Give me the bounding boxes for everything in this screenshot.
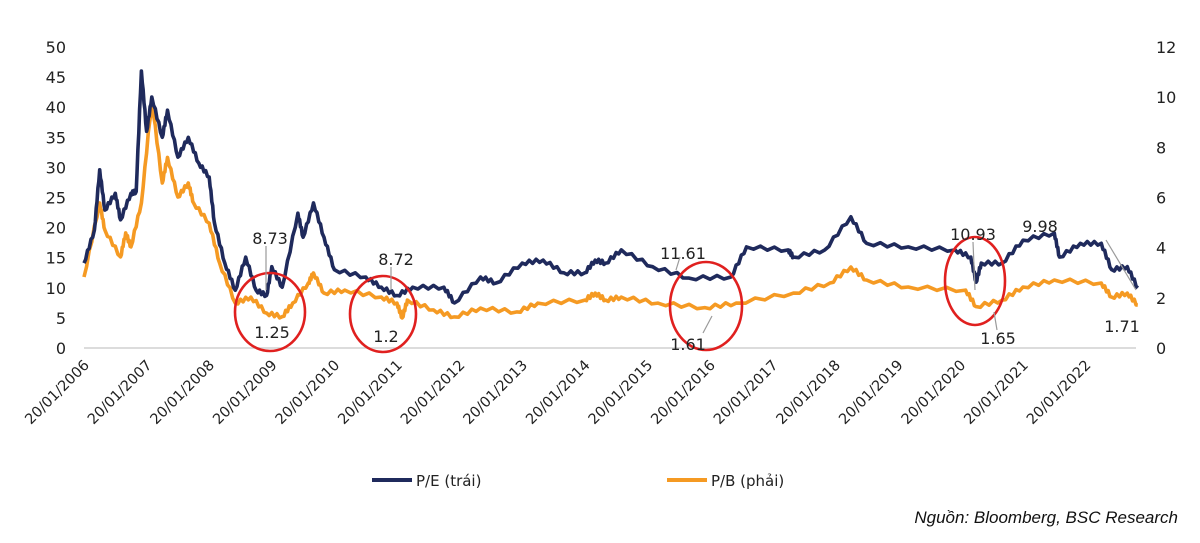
y-left-tick-label: 0	[56, 339, 66, 358]
x-tick-label: 20/01/2020	[899, 358, 969, 428]
annotation-label: 9.98	[1022, 217, 1058, 236]
x-tick-label: 20/01/2013	[461, 358, 531, 428]
y-right-tick-label: 0	[1156, 339, 1166, 358]
x-tick-label: 20/01/2015	[586, 358, 656, 428]
highlight-circle	[668, 260, 744, 352]
x-tick-label: 20/01/2016	[648, 358, 718, 428]
annotation-label: 8.72	[378, 250, 414, 269]
x-tick-label: 20/01/2006	[22, 358, 92, 428]
pe-series-line	[82, 69, 1140, 305]
x-tick-label: 20/01/2018	[774, 358, 844, 428]
x-tick-label: 20/01/2007	[85, 358, 155, 428]
y-right-tick-label: 6	[1156, 189, 1166, 208]
annotation-label: 10.93	[950, 225, 996, 244]
legend-label: P/E (trái)	[416, 472, 481, 490]
annotation-label: 1.65	[980, 329, 1016, 348]
y-right-tick-label: 2	[1156, 289, 1166, 308]
x-tick-label: 20/01/2009	[210, 358, 280, 428]
x-tick-label: 20/01/2014	[523, 358, 593, 428]
x-tick-label: 20/01/2012	[398, 358, 468, 428]
y-left-tick-label: 25	[46, 189, 66, 208]
annotation-leader	[675, 256, 681, 271]
annotation-label: 1.71	[1104, 317, 1140, 336]
annotation-label: 1.61	[670, 335, 706, 354]
annotation-label: 8.73	[252, 229, 288, 248]
y-right-tick-label: 4	[1156, 239, 1166, 258]
annotation-leader	[702, 315, 713, 334]
annotation-leader	[993, 311, 998, 331]
annotation-label: 11.61	[660, 244, 706, 263]
legend-label: P/B (phải)	[711, 472, 784, 490]
annotation-label: 1.25	[254, 323, 290, 342]
annotation-leader	[1105, 239, 1137, 291]
x-tick-label: 20/01/2017	[711, 358, 781, 428]
annotation-label: 1.2	[373, 327, 398, 346]
annotation-leader	[972, 241, 976, 291]
highlight-circle	[943, 235, 1007, 327]
highlight-circle	[233, 271, 307, 353]
y-right-tick-label: 10	[1156, 88, 1176, 107]
y-left-tick-label: 5	[56, 309, 66, 328]
y-left-tick-label: 35	[46, 128, 66, 147]
x-tick-label: 20/01/2008	[148, 358, 218, 428]
y-left-tick-label: 20	[46, 219, 66, 238]
source-note: Nguồn: Bloomberg, BSC Research	[914, 508, 1178, 527]
y-left-tick-label: 40	[46, 98, 66, 117]
highlight-circle	[348, 274, 418, 354]
x-tick-label: 20/01/2019	[836, 358, 906, 428]
y-left-tick-label: 30	[46, 158, 66, 177]
y-right-tick-label: 8	[1156, 138, 1166, 157]
y-left-tick-label: 15	[46, 249, 66, 268]
y-right-tick-label: 12	[1156, 38, 1176, 57]
y-left-tick-label: 10	[46, 279, 66, 298]
pb-series-line	[82, 97, 1138, 320]
y-left-tick-label: 45	[46, 68, 66, 87]
y-left-tick-label: 50	[46, 38, 66, 57]
x-tick-label: 20/01/2011	[335, 358, 405, 428]
x-tick-label: 20/01/2021	[961, 358, 1031, 428]
x-tick-label: 20/01/2022	[1024, 358, 1094, 428]
x-tick-label: 20/01/2010	[273, 358, 343, 428]
